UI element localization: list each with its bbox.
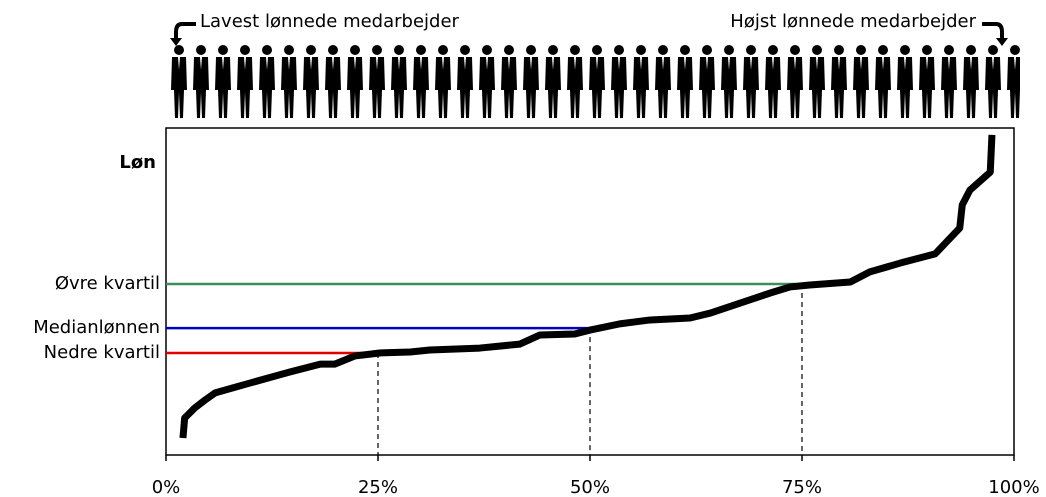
- y-axis-label: Løn: [119, 152, 156, 173]
- plot-frame: [165, 127, 1015, 456]
- right-annotation: Højst lønnede medarbejder: [730, 11, 976, 32]
- x-tick-label: 25%: [358, 477, 398, 497]
- right-arrow: [982, 22, 1004, 40]
- left-arrow: [174, 22, 196, 40]
- x-tick-label: 100%: [988, 477, 1039, 497]
- x-tick-label: 50%: [570, 477, 610, 497]
- x-tick-label: 0%: [152, 477, 181, 497]
- reference-label: Øvre kvartil: [55, 273, 160, 294]
- people-silhouettes: [168, 40, 1020, 120]
- left-annotation: Lavest lønnede medarbejder: [200, 11, 460, 32]
- salary-curve: [179, 134, 996, 439]
- reference-label: Medianlønnen: [33, 317, 160, 338]
- reference-label: Nedre kvartil: [44, 342, 160, 363]
- left-arrow-head: [170, 38, 182, 46]
- x-tick-label: 75%: [782, 477, 822, 497]
- right-arrow-head: [996, 38, 1008, 46]
